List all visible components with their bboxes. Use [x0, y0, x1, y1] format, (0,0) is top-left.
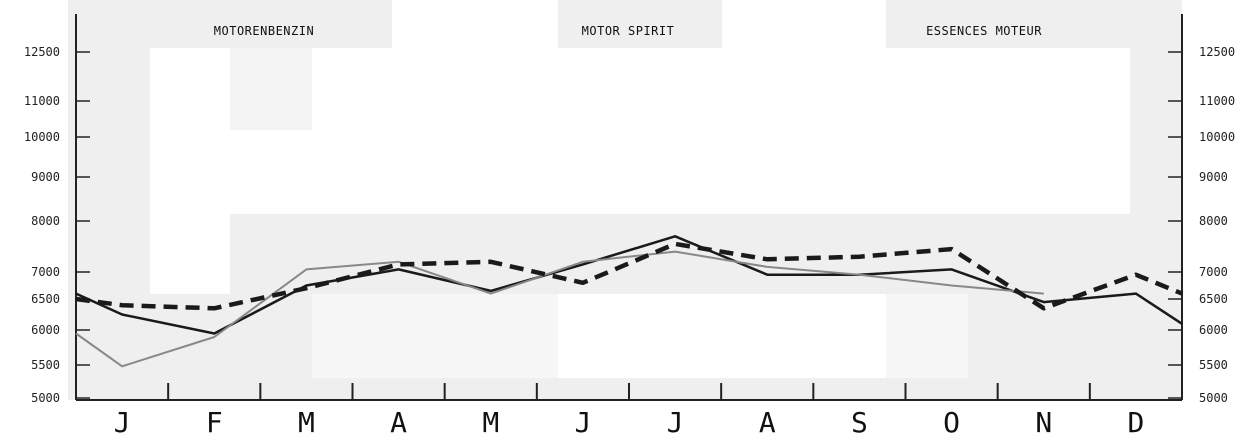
y-tick-label-left: 7000 [31, 265, 60, 279]
x-tick-label: N [1035, 406, 1052, 436]
y-tick-label-right: 5500 [1199, 358, 1228, 372]
x-tick-label: J [667, 406, 684, 436]
y-tick-label-right: 8000 [1199, 214, 1228, 228]
title-de: MOTORENBENZIN [214, 24, 314, 38]
y-tick-label-right: 7000 [1199, 265, 1228, 279]
y-tick-label-right: 6500 [1199, 292, 1228, 306]
y-tick-label-left: 5000 [31, 391, 60, 405]
x-tick-label: D [1127, 406, 1144, 436]
y-tick-label-left: 12500 [24, 45, 60, 59]
x-tick-label: J [574, 406, 591, 436]
series-layer [75, 235, 1183, 368]
x-tick-label: O [943, 406, 960, 436]
y-tick-label-right: 10000 [1199, 130, 1235, 144]
y-tick-label-left: 5500 [31, 358, 60, 372]
x-tick-label: S [851, 406, 868, 436]
y-tick-label-right: 6000 [1199, 323, 1228, 337]
y-tick-label-left: 11000 [24, 94, 60, 108]
y-ticks-right: 12500 11000 10000 9000 8000 7000 6500 6000 5500 5… [1168, 45, 1235, 405]
x-tick-label: A [390, 406, 407, 436]
title-en: MOTOR SPIRIT [582, 24, 675, 38]
y-tick-label-left: 8000 [31, 214, 60, 228]
x-tick-label: M [298, 406, 315, 436]
x-tick-label: J [114, 406, 131, 436]
x-ticks [167, 383, 1091, 400]
background-shading [68, 0, 1182, 400]
series-line-dashed-black [75, 241, 1183, 311]
y-tick-label-left: 6500 [31, 292, 60, 306]
y-tick-label-left: 6000 [31, 323, 60, 337]
title-fr: ESSENCES MOTEUR [926, 24, 1042, 38]
x-tick-label: A [759, 406, 776, 436]
y-ticks-left: 12500 11000 10000 9000 8000 7000 6500 6000 5500 5… [24, 45, 90, 405]
x-tick-label: M [482, 406, 499, 436]
y-tick-label-left: 10000 [24, 130, 60, 144]
y-tick-label-left: 9000 [31, 170, 60, 184]
y-tick-label-right: 12500 [1199, 45, 1235, 59]
y-tick-label-right: 5000 [1199, 391, 1228, 405]
y-tick-label-right: 11000 [1199, 94, 1235, 108]
series-line-solid-gray [75, 250, 1044, 368]
y-tick-label-right: 9000 [1199, 170, 1228, 184]
x-tick-label: F [206, 406, 223, 436]
